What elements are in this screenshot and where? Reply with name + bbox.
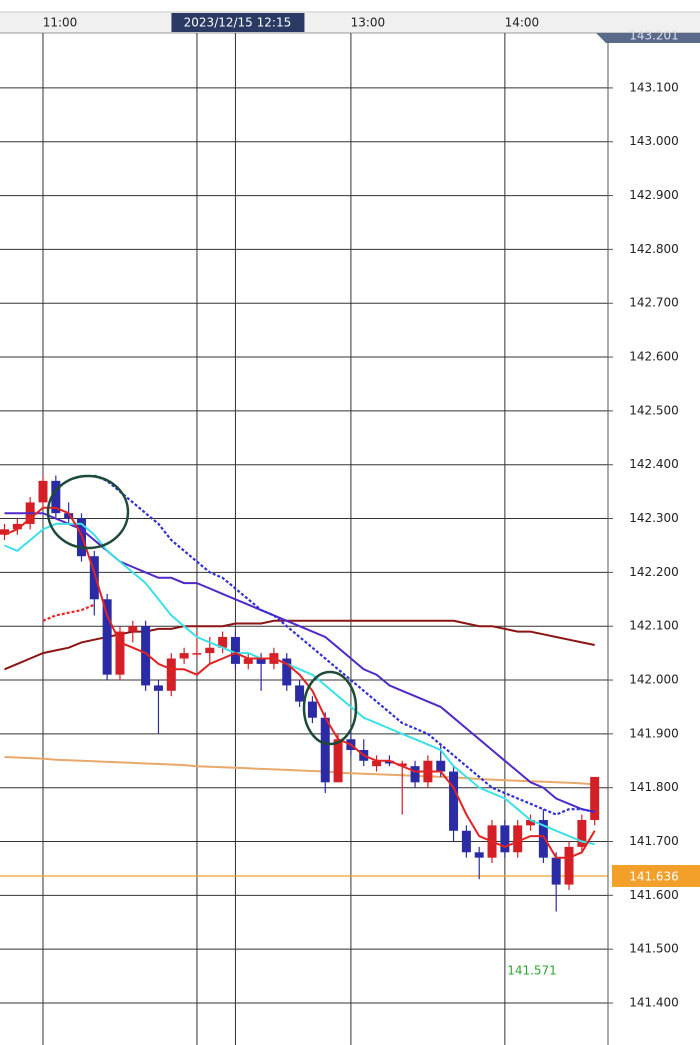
indicator-line [93,474,595,816]
top-price-label: 143.201 [629,29,679,43]
candle-body [564,846,574,885]
highlight-circle [46,474,130,550]
candle-body [526,819,536,826]
candle-body [89,556,99,600]
candle-body [474,852,484,858]
indicator-line [4,512,595,813]
y-tick-label: 142.600 [629,350,679,364]
candle-body [38,480,48,503]
candle-body [436,760,446,772]
candle-body [192,653,202,655]
y-tick-label: 142.100 [629,619,679,633]
x-tick-label: 14:00 [505,16,540,30]
y-tick-label: 142.900 [629,188,679,202]
candle-body [282,658,292,686]
candle-body [64,513,74,519]
candle-body [141,626,151,686]
candle-body [256,658,266,664]
crosshair-label: 2023/12/15 12:15 [184,16,292,30]
candle-body [449,771,459,831]
y-tick-label: 142.000 [629,673,679,687]
y-tick-label: 142.200 [629,565,679,579]
indicator-line [4,506,596,859]
candle-body [410,766,420,783]
candle-body [102,599,112,675]
candle-body [205,647,215,654]
x-tick-label: 11:00 [43,16,78,30]
y-tick-label: 143.000 [629,134,679,148]
candle-body [513,825,523,853]
candle-body [166,658,176,691]
y-tick-label: 141.800 [629,780,679,794]
candle-body [115,631,125,675]
candle-body [500,825,510,853]
candle-body [333,739,343,783]
candle-body [295,685,305,702]
candle-body [538,819,548,858]
candle-body [51,480,61,514]
indicator-line [4,756,595,786]
y-tick-label: 141.400 [629,996,679,1010]
candle-body [372,760,382,767]
current-price-box [612,864,700,887]
candle-body [128,626,138,632]
low-price-label: 141.571 [507,963,557,977]
candle-body [397,763,407,767]
x-tick-label: 13:00 [351,16,386,30]
y-tick-label: 141.500 [629,942,679,956]
candle-body [218,636,228,648]
y-tick-label: 141.900 [629,726,679,740]
labels: 141.400 141.500 141.600 141.700 141.800 141.9… [43,13,700,1010]
current-price-label: 141.636 [629,869,679,883]
crosshair-label-box [171,13,305,32]
y-tick-label: 142.800 [629,242,679,256]
candle-body [551,857,561,885]
candle-body [577,819,587,847]
candle-body [384,760,394,764]
y-tick-label: 141.700 [629,834,679,848]
candle-body [12,523,22,530]
top-price-tab [596,33,700,43]
y-tick-label: 143.100 [629,80,679,94]
y-tick-label: 142.400 [629,457,679,471]
y-tick-label: 142.500 [629,403,679,417]
candle-body [179,653,189,659]
candle-body [320,717,330,783]
candle-body [0,529,9,535]
candle-body [230,636,240,664]
y-tick-label: 142.300 [629,511,679,525]
candle-body [590,776,600,820]
y-tick-label: 141.600 [629,888,679,902]
candle-body [243,658,253,664]
highlight-circle [302,670,358,746]
candle-body [153,685,163,691]
y-tick-label: 142.700 [629,296,679,310]
indicator-line [42,603,95,622]
candle-body [461,830,471,853]
candle-body [307,701,317,718]
